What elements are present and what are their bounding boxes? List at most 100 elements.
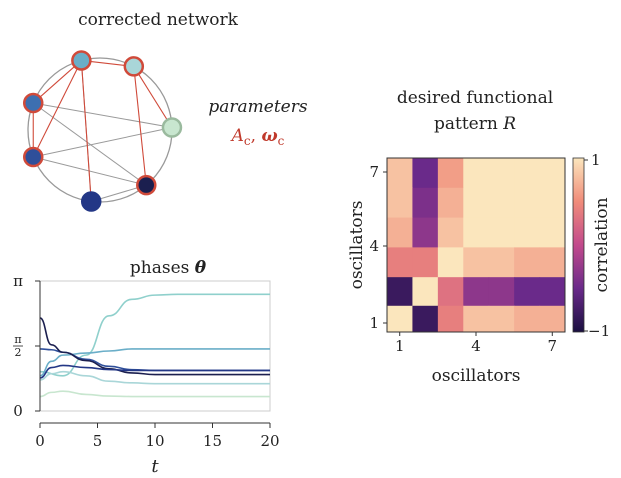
heatmap-cell bbox=[514, 305, 541, 333]
heatmap-cell bbox=[412, 158, 439, 189]
heatmap-cell bbox=[514, 277, 541, 307]
heatmap-x-tick-label: 7 bbox=[548, 337, 558, 355]
heatmap-cell bbox=[488, 277, 515, 307]
phase-line-7 bbox=[39, 390, 270, 398]
network-node-7 bbox=[22, 92, 44, 114]
heatmap-cell bbox=[387, 217, 413, 248]
heatmap-cell bbox=[387, 277, 413, 307]
phases-title: phases θ bbox=[130, 258, 207, 278]
network-title: corrected network bbox=[78, 10, 239, 30]
phase-line-2 bbox=[39, 348, 270, 377]
heatmap-cell bbox=[412, 247, 439, 278]
heatmap-cell bbox=[463, 217, 490, 248]
heatmap-title-line2: pattern R bbox=[434, 114, 516, 134]
heatmap-y-tick-label: 4 bbox=[369, 237, 379, 255]
heatmap-cell bbox=[463, 277, 490, 307]
heatmap-x-ticks: 1 4 7 bbox=[395, 332, 557, 355]
phase-line-1 bbox=[39, 293, 270, 377]
parameters-symbols: Ac, ωc bbox=[230, 126, 285, 148]
heatmap-cell bbox=[437, 277, 464, 307]
network-node-1 bbox=[71, 50, 92, 71]
heatmap-cell bbox=[412, 217, 439, 248]
network-nodes bbox=[22, 50, 183, 212]
network-edge bbox=[33, 102, 173, 128]
heatmap-cell bbox=[539, 217, 566, 248]
colorbar bbox=[572, 157, 585, 333]
heatmap-cell bbox=[463, 187, 490, 219]
heatmap-cell bbox=[539, 187, 566, 219]
heatmap-cell bbox=[412, 305, 439, 333]
heatmap-x-tick-label: 1 bbox=[395, 337, 405, 355]
phase-line-6 bbox=[39, 370, 270, 385]
heatmap-x-label: oscillators bbox=[432, 366, 521, 386]
network-edge-corrected bbox=[32, 60, 82, 104]
network-edge-corrected bbox=[133, 66, 173, 128]
network-graph bbox=[22, 50, 183, 212]
phases-x-ticks: 0 5 10 15 20 bbox=[35, 423, 280, 450]
network-edge bbox=[32, 102, 147, 186]
heatmap-cell bbox=[387, 305, 413, 333]
heatmap-cell bbox=[387, 158, 413, 189]
phases-x-tick-label: 10 bbox=[145, 432, 164, 450]
heatmap-title-line1: desired functional bbox=[397, 88, 553, 108]
heatmap-y-tick-label: 7 bbox=[369, 163, 379, 181]
phases-plot-frame bbox=[39, 280, 271, 412]
heatmap-cell bbox=[539, 277, 566, 307]
heatmap-cell bbox=[488, 187, 515, 219]
heatmap-cell bbox=[437, 217, 464, 248]
heatmap-cell bbox=[514, 187, 541, 219]
heatmap-cell bbox=[514, 217, 541, 248]
heatmap-cell bbox=[463, 158, 490, 189]
heatmap-cell bbox=[488, 247, 515, 278]
phases-y-tick-label: π bbox=[14, 333, 21, 346]
network-edge-corrected bbox=[80, 60, 92, 202]
network-edge-corrected bbox=[32, 60, 82, 158]
phases-x-tick-label: 0 bbox=[35, 432, 45, 450]
network-edge-corrected bbox=[133, 66, 147, 186]
phases-y-tick-label: π bbox=[13, 272, 23, 290]
heatmap-cell bbox=[539, 247, 566, 278]
colorbar-tick-label-top: 1 bbox=[591, 151, 601, 169]
heatmap-y-label: oscillators bbox=[347, 201, 367, 290]
heatmap-cell bbox=[488, 305, 515, 333]
network-edge bbox=[33, 156, 147, 186]
network-node-4 bbox=[136, 174, 157, 196]
heatmap-y-ticks: 7 4 1 bbox=[369, 163, 387, 332]
phases-y-tick-label: 2 bbox=[15, 346, 22, 359]
network-node-3 bbox=[161, 117, 183, 138]
network-node-5 bbox=[80, 191, 102, 212]
heatmap-x-tick-label: 4 bbox=[471, 337, 481, 355]
phase-series bbox=[39, 293, 270, 398]
heatmap-cell bbox=[514, 247, 541, 278]
phase-line-5 bbox=[39, 364, 270, 379]
colorbar-tick-label-bottom: −1 bbox=[588, 322, 610, 340]
phases-y-tick-label: 0 bbox=[13, 402, 23, 420]
heatmap-cell bbox=[437, 158, 464, 189]
phases-x-tick-label: 20 bbox=[260, 432, 279, 450]
heatmap-cell bbox=[488, 158, 515, 189]
network-node-2 bbox=[123, 56, 145, 77]
network-node-6 bbox=[22, 146, 44, 168]
heatmap-cell bbox=[437, 187, 464, 219]
heatmap-cell bbox=[488, 217, 515, 248]
heatmap-cell bbox=[539, 158, 566, 189]
heatmap-cell bbox=[387, 247, 413, 278]
phases-x-label: t bbox=[151, 456, 159, 477]
parameters-label: parameters bbox=[208, 97, 307, 117]
phases-x-tick-label: 15 bbox=[203, 432, 222, 450]
heatmap-cell bbox=[387, 187, 413, 219]
heatmap-cell bbox=[412, 187, 439, 219]
heatmap-cell bbox=[463, 247, 490, 278]
heatmap bbox=[387, 158, 566, 333]
heatmap-cell bbox=[412, 277, 439, 307]
heatmap-cell bbox=[539, 305, 566, 333]
heatmap-cell bbox=[514, 158, 541, 189]
heatmap-cell bbox=[437, 247, 464, 278]
phase-line-4 bbox=[39, 317, 270, 376]
heatmap-cell bbox=[437, 305, 464, 333]
colorbar-label: correlation bbox=[592, 197, 612, 292]
network-edge bbox=[33, 126, 173, 158]
heatmap-y-tick-label: 1 bbox=[369, 314, 379, 332]
